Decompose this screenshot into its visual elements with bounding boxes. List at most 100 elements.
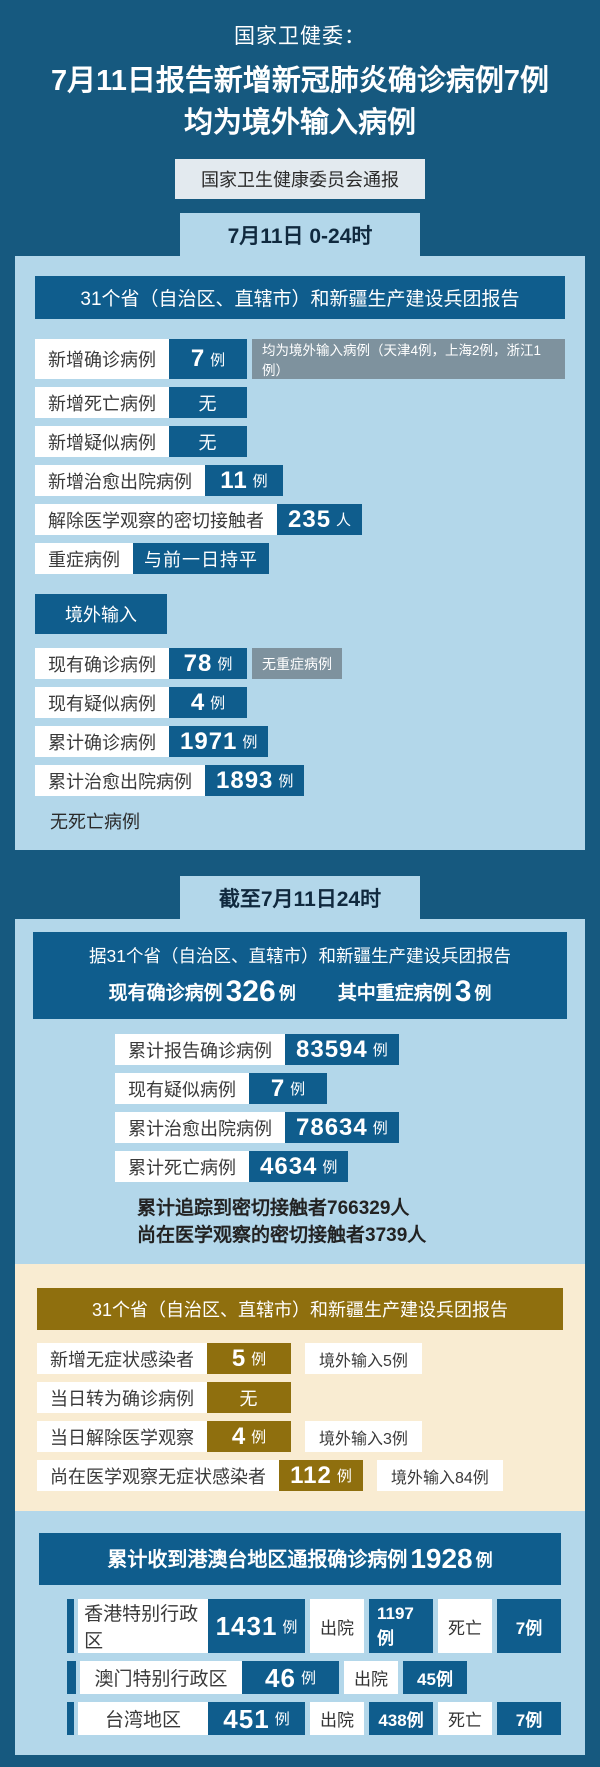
value-box: 无	[207, 1382, 291, 1414]
asymptomatic-rows: 新增无症状感染者 5 例 境外输入5例 当日转为确诊病例 无 当日解除医学观察	[37, 1343, 563, 1492]
active-cases-value: 326	[225, 975, 276, 1009]
row-label: 新增死亡病例	[35, 387, 169, 419]
value-box: 78 例	[169, 648, 247, 680]
imported-rows: 现有确诊病例 78 例 无重症病例 现有疑似病例 4 例 累计确诊病例	[35, 648, 565, 797]
stat-row: 新增疑似病例 无	[35, 426, 565, 458]
value-unit: 例	[278, 773, 294, 791]
value-text: 7	[190, 345, 206, 373]
discharged-value: 1197例	[369, 1599, 433, 1654]
row-label: 当日转为确诊病例	[37, 1382, 207, 1414]
deaths-value: 7例	[497, 1599, 561, 1654]
row-label: 新增确诊病例	[35, 339, 169, 380]
value-box: 78634 例	[285, 1112, 399, 1144]
row-label: 累计报告确诊病例	[115, 1034, 285, 1066]
row-label: 新增疑似病例	[35, 426, 169, 458]
cumulative-header-line2: 现有确诊病例 326 例其中重症病例 3 例	[39, 975, 561, 1009]
value-text: 112	[290, 1461, 332, 1489]
value-unit: 例	[210, 695, 226, 713]
hmt-header-unit: 例	[475, 1551, 493, 1571]
stat-row: 解除医学观察的密切接触者 235 人	[35, 504, 565, 536]
stat-row: 新增确诊病例 7 例 均为境外输入病例（天津4例，上海2例，浙江1例）	[35, 339, 565, 380]
row-label: 解除医学观察的密切接触者	[35, 504, 277, 536]
value-text: 11	[220, 466, 248, 494]
region-row: 澳门特别行政区 46 例 出院 45例	[67, 1661, 561, 1695]
source-badge: 国家卫生健康委员会通报	[175, 159, 425, 200]
value-unit: 例	[217, 656, 233, 674]
value-text: 1971	[180, 727, 238, 755]
value-unit: 例	[252, 473, 268, 491]
value-text: 与前一日持平	[144, 549, 258, 570]
severe-cases-unit: 例	[474, 984, 492, 1004]
row-label: 累计治愈出院病例	[35, 765, 205, 797]
row-label: 尚在医学观察无症状感染者	[37, 1460, 279, 1492]
contacts-traced-note: 累计追踪到密切接触者766329人	[137, 1198, 410, 1220]
discharged-label: 出院	[310, 1599, 364, 1654]
confirmed-value: 451	[223, 1703, 270, 1734]
stat-row: 新增死亡病例 无	[35, 387, 565, 419]
title-line-2: 均为境外输入病例	[183, 107, 416, 140]
daily-rows: 新增确诊病例 7 例 均为境外输入病例（天津4例，上海2例，浙江1例） 新增死亡…	[35, 339, 565, 575]
stat-row: 现有疑似病例 7 例	[115, 1073, 567, 1105]
stat-row: 累计死亡病例 4634 例	[115, 1151, 567, 1183]
value-box: 无	[169, 426, 247, 458]
confirmed-value: 46	[265, 1662, 296, 1693]
value-unit: 例	[251, 1351, 267, 1369]
value-unit: 例	[242, 734, 258, 752]
hmt-header-value: 1928	[410, 1543, 473, 1575]
value-text: 无	[198, 432, 218, 453]
value-box: 7 例	[169, 339, 247, 380]
panel-asymptomatic: 31个省（自治区、直辖市）和新疆生产建设兵团报告 新增无症状感染者 5 例 境外…	[15, 1264, 585, 1512]
cumulative-header-line1: 据31个省（自治区、直辖市）和新疆生产建设兵团报告	[89, 946, 511, 967]
no-death-footnote: 无死亡病例	[50, 812, 140, 833]
stat-row: 累计治愈出院病例 1893 例	[35, 765, 565, 797]
value-text: 83594	[296, 1035, 368, 1063]
value-box: 与前一日持平	[133, 543, 269, 575]
value-text: 无	[239, 1388, 259, 1409]
region-label: 台湾地区	[78, 1702, 208, 1736]
confirmed-unit: 例	[274, 1711, 290, 1729]
hmt-header-bar: 累计收到港澳台地区通报确诊病例 1928 例	[39, 1533, 561, 1586]
deaths-label: 死亡	[438, 1599, 492, 1654]
stat-row: 尚在医学观察无症状感染者 112 例 境外输入84例	[37, 1460, 563, 1492]
row-label: 现有疑似病例	[35, 687, 169, 719]
cumulative-header-bar: 据31个省（自治区、直辖市）和新疆生产建设兵团报告 现有确诊病例 326 例其中重症…	[33, 932, 567, 1020]
value-box: 11 例	[205, 465, 283, 497]
value-box: 83594 例	[285, 1034, 399, 1066]
confirmed-box: 1431 例	[208, 1599, 305, 1654]
row-label: 重症病例	[35, 543, 133, 575]
value-box: 1893 例	[205, 765, 305, 797]
stat-row: 重症病例 与前一日持平	[35, 543, 565, 575]
discharged-label: 出院	[344, 1661, 398, 1695]
panel-daily: 31个省（自治区、直辖市）和新疆生产建设兵团报告 新增确诊病例 7 例 均为境外…	[15, 256, 585, 851]
stat-row: 累计确诊病例 1971 例	[35, 726, 565, 758]
stat-row: 当日转为确诊病例 无	[37, 1382, 563, 1414]
value-unit: 例	[372, 1120, 388, 1138]
note-box: 境外输入5例	[305, 1343, 422, 1375]
imported-badge: 境外输入	[35, 594, 167, 635]
value-box: 1971 例	[169, 726, 269, 758]
contacts-observed-note: 尚在医学观察的密切接触者3739人	[137, 1225, 427, 1247]
row-label: 新增无症状感染者	[37, 1343, 207, 1375]
discharged-value: 45例	[403, 1661, 467, 1695]
value-unit: 例	[210, 351, 226, 369]
row-accent-bar	[67, 1599, 75, 1654]
discharged-label: 出院	[310, 1702, 364, 1736]
severe-cases-value: 3	[454, 975, 472, 1009]
confirmed-box: 46 例	[242, 1661, 339, 1695]
value-box: 4 例	[169, 687, 247, 719]
stat-row: 累计报告确诊病例 83594 例	[115, 1034, 567, 1066]
note-box: 境外输入3例	[305, 1421, 422, 1453]
severe-cases-label: 其中重症病例	[337, 983, 452, 1005]
value-unit: 例	[290, 1081, 306, 1099]
region-label: 澳门特别行政区	[80, 1661, 242, 1695]
stat-row: 累计治愈出院病例 78634 例	[115, 1112, 567, 1144]
value-text: 无	[198, 393, 218, 414]
row-accent-bar	[67, 1661, 76, 1695]
deaths-value: 7例	[497, 1702, 561, 1736]
stat-row: 现有疑似病例 4 例	[35, 687, 565, 719]
stat-row: 当日解除医学观察 4 例 境外输入3例	[37, 1421, 563, 1453]
row-label: 累计死亡病例	[115, 1151, 249, 1183]
confirmed-box: 451 例	[208, 1702, 305, 1736]
stat-row: 现有确诊病例 78 例 无重症病例	[35, 648, 565, 680]
value-unit: 人	[336, 512, 352, 530]
